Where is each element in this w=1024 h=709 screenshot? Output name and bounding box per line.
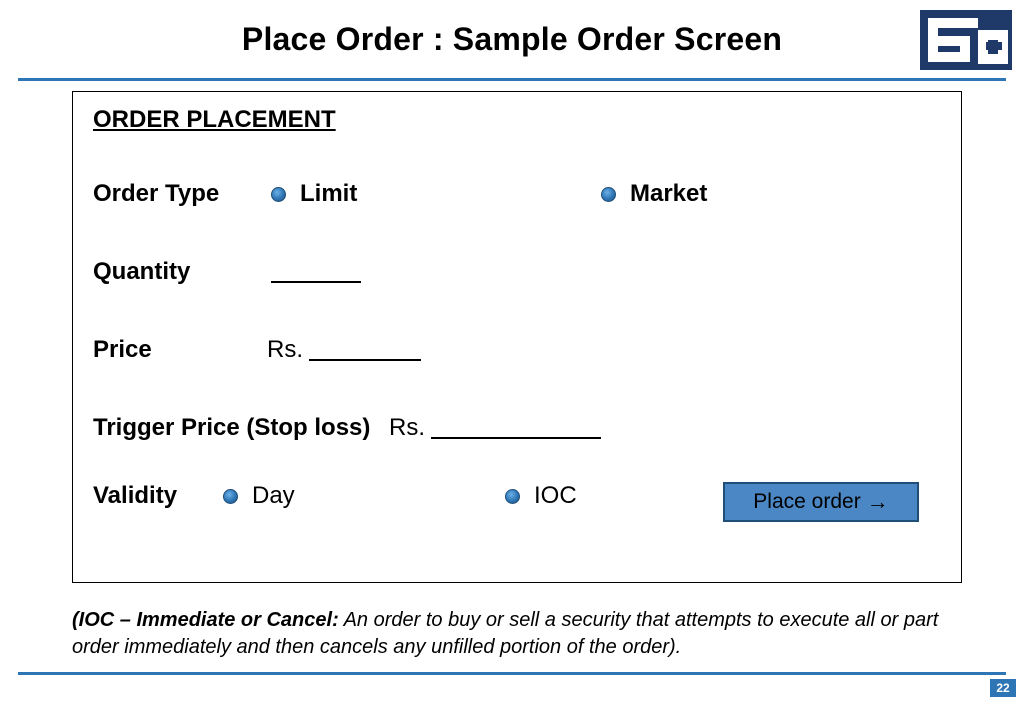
option-label: Limit (300, 180, 357, 208)
footnote: (IOC – Immediate or Cancel: An order to … (72, 607, 962, 661)
sebi-logo-icon (920, 6, 1012, 76)
price-row: Price Rs. (93, 336, 941, 364)
price-prefix: Rs. (267, 336, 303, 364)
quantity-row: Quantity (93, 258, 941, 286)
bullet-icon (271, 187, 286, 202)
bullet-icon (505, 489, 520, 504)
order-type-option-limit[interactable]: Limit (271, 180, 601, 208)
title-row: Place Order : Sample Order Screen (18, 0, 1006, 78)
validity-option-ioc[interactable]: IOC (505, 482, 577, 510)
quantity-label: Quantity (93, 258, 265, 286)
place-order-button[interactable]: Place order → (723, 482, 919, 522)
price-input[interactable] (309, 339, 421, 361)
trigger-price-label: Trigger Price (Stop loss) (93, 414, 389, 442)
divider-top (18, 78, 1006, 81)
quantity-input[interactable] (271, 261, 361, 283)
trigger-price-input[interactable] (431, 417, 601, 439)
price-label: Price (93, 336, 267, 364)
order-type-label: Order Type (93, 180, 271, 208)
order-placement-panel: ORDER PLACEMENT Order Type Limit Market … (72, 91, 962, 583)
validity-label: Validity (93, 482, 223, 510)
validity-option-day[interactable]: Day (223, 482, 505, 510)
panel-heading: ORDER PLACEMENT (93, 106, 941, 134)
footnote-lead: (IOC – Immediate or Cancel: (72, 609, 339, 631)
bullet-icon (223, 489, 238, 504)
page-title: Place Order : Sample Order Screen (242, 21, 782, 58)
arrow-right-icon: → (867, 489, 889, 515)
place-order-label: Place order (753, 490, 860, 514)
order-type-option-market[interactable]: Market (601, 180, 707, 208)
page-number-badge: 22 (990, 679, 1016, 697)
trigger-price-row: Trigger Price (Stop loss) Rs. (93, 414, 941, 442)
trigger-price-prefix: Rs. (389, 414, 425, 442)
bullet-icon (601, 187, 616, 202)
slide: Place Order : Sample Order Screen ORDER … (0, 0, 1024, 709)
option-label: IOC (534, 482, 577, 510)
option-label: Market (630, 180, 707, 208)
divider-bottom (18, 672, 1006, 675)
option-label: Day (252, 482, 295, 510)
order-type-row: Order Type Limit Market (93, 180, 941, 208)
